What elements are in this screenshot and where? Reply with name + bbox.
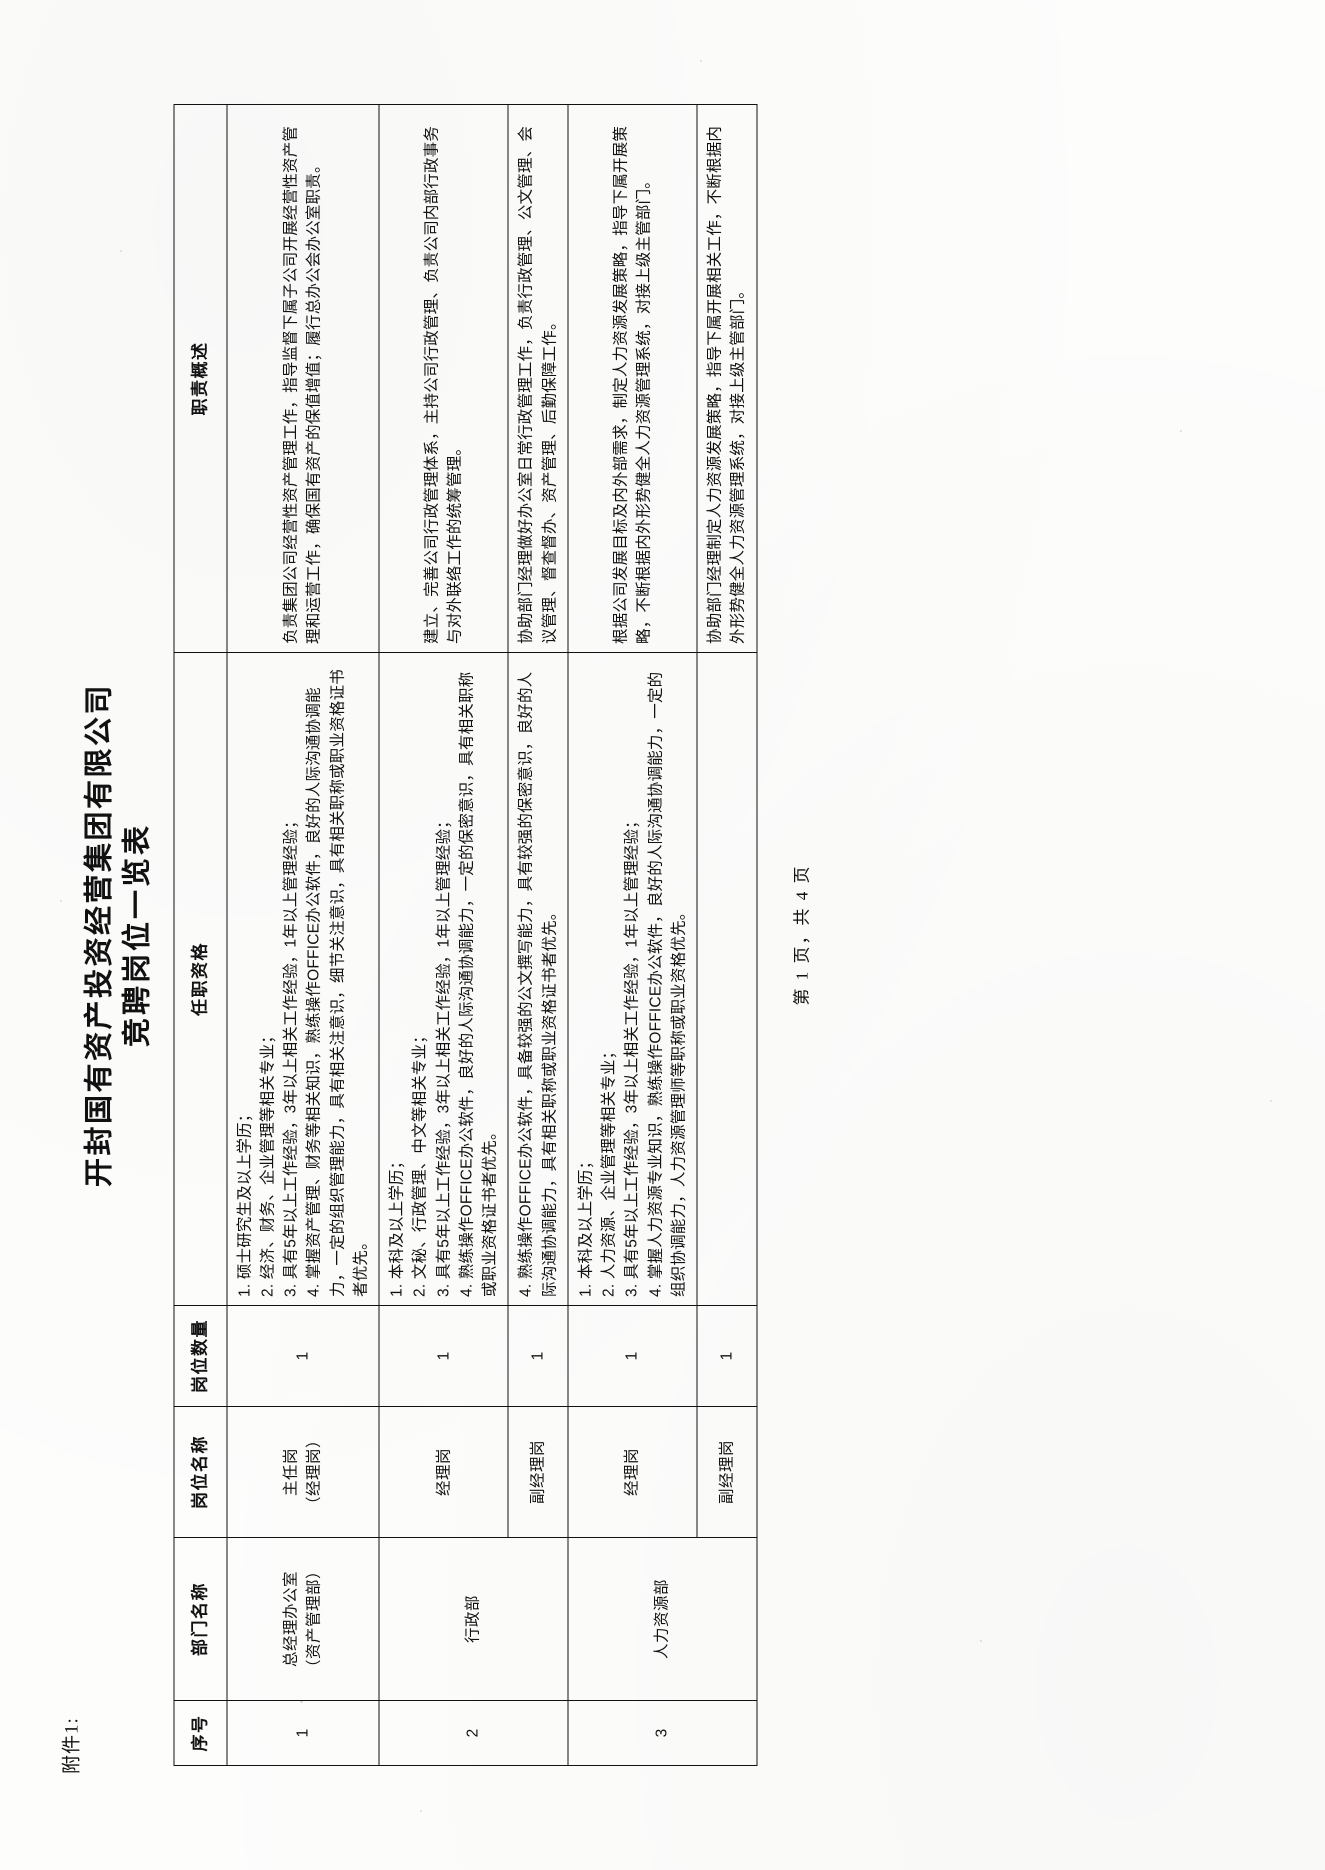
requirement-line: 2. 经济、财务、企业管理等相关专业； <box>258 1027 276 1297</box>
cell-position: 主任岗 （经理岗） <box>226 1406 379 1538</box>
page-footer: 第 1 页，共 4 页 <box>791 864 811 1006</box>
scan-speck <box>300 1700 303 1703</box>
requirement-line: 3. 具有5年以上工作经验，3年以上相关工作经验，1年以上管理经验； <box>623 813 641 1297</box>
requirement-line: 4. 熟练操作OFFICE办公软件，具备较强的公文撰写能力，具有较强的保密意识，… <box>517 671 558 1297</box>
competitive-positions-table: 序号 部门名称 岗位名称 岗位数量 任职资格 职责概述 1 总经理办公室 （资产管理… <box>173 104 757 1766</box>
col-header-position: 岗位名称 <box>173 1406 227 1538</box>
cell-quantity: 1 <box>378 1305 508 1407</box>
header-row: 序号 部门名称 岗位名称 岗位数量 任职资格 职责概述 <box>173 104 227 1766</box>
requirement-line: 4. 掌握资产管理、财务等相关知识，熟练操作OFFICE办公软件，良好的人际沟通… <box>305 668 369 1297</box>
table-row: 副经理岗 1 4. 熟练操作OFFICE办公软件，具备较强的公文撰写能力，具有较强的… <box>507 104 568 1766</box>
scan-speck <box>980 1640 982 1642</box>
requirement-line: 1. 本科及以上学历； <box>388 1153 406 1297</box>
requirement-line: 4. 熟练操作OFFICE办公软件，良好的人际沟通协调能力，一定的保密意识，具有… <box>457 671 499 1297</box>
cell-no: 2 <box>378 1700 568 1766</box>
requirement-line: 3. 具有5年以上工作经验，3年以上相关工作经验，1年以上管理经验； <box>282 813 300 1297</box>
cell-requirements: 1. 本科及以上学历； 2. 文秘、行政管理、中文等相关专业； 3. 具有5年以上工… <box>378 652 508 1306</box>
cell-no: 1 <box>226 1700 379 1766</box>
col-header-quantity: 岗位数量 <box>173 1305 227 1407</box>
cell-position: 经理岗 <box>378 1406 508 1538</box>
cell-quantity: 1 <box>226 1305 379 1407</box>
col-header-duties: 职责概述 <box>173 104 227 653</box>
cell-position: 副经理岗 <box>507 1406 568 1538</box>
requirement-line: 1. 本科及以上学历； <box>576 1153 594 1297</box>
cell-position: 副经理岗 <box>696 1406 757 1538</box>
cell-quantity: 1 <box>696 1305 757 1407</box>
col-header-no: 序号 <box>173 1700 227 1766</box>
cell-department: 总经理办公室 （资产管理部） <box>226 1537 379 1701</box>
requirement-line: 1. 硕士研究生及以上学历； <box>235 1106 253 1297</box>
scan-speck <box>420 1810 422 1812</box>
cell-department: 人力资源部 <box>567 1537 757 1701</box>
requirement-line: 4. 掌握人力资源专业知识，熟练操作OFFICE办公软件，良好的人际沟通协调能力… <box>646 671 687 1297</box>
attachment-label: 附件1: <box>61 1717 82 1774</box>
col-header-department: 部门名称 <box>173 1537 227 1701</box>
table-row: 副经理岗 1 协助部门经理制定人力资源发展策略，指导下属开展相关工作，不断根据内外形… <box>696 104 757 1766</box>
table-row: 1 总经理办公室 （资产管理部） 主任岗 （经理岗） 1 1. 硕士研究生及以上学历； 2. … <box>226 104 379 1766</box>
cell-requirements: 1. 硕士研究生及以上学历； 2. 经济、财务、企业管理等相关专业； 3. 具有5年… <box>226 652 379 1306</box>
cell-quantity: 1 <box>507 1305 568 1407</box>
cell-duties: 建立、完善公司行政管理体系，主持公司行政管理、负责公司内部行政事务与对外联络工作… <box>378 104 508 653</box>
table-header: 序号 部门名称 岗位名称 岗位数量 任职资格 职责概述 <box>173 104 227 1766</box>
requirement-line: 2. 文秘、行政管理、中文等相关专业； <box>411 1027 429 1297</box>
scan-speck <box>1270 1100 1272 1102</box>
scan-speck <box>120 250 122 252</box>
title-line-1: 开封国有资产投资经营集团有限公司 <box>83 683 115 1188</box>
cell-requirements <box>696 652 757 1306</box>
table-row: 2 行政部 经理岗 1 1. 本科及以上学历； 2. 文秘、行政管理、中文等相关专业； 3.… <box>378 104 568 1766</box>
cell-duties: 协助部门经理做好办公室日常行政管理工作，负责行政管理、公文管理、会议管理、督查督… <box>507 104 568 653</box>
requirement-line: 3. 具有5年以上工作经验，3年以上相关工作经验，1年以上管理经验； <box>434 813 452 1297</box>
cell-duties: 根据公司发展目标及内外部需求，制定人力资源发展策略，指导下属开展策略，不断根据内… <box>567 104 697 653</box>
cell-requirements: 4. 熟练操作OFFICE办公软件，具备较强的公文撰写能力，具有较强的保密意识，… <box>507 652 568 1306</box>
requirement-line: 2. 人力资源、企业管理等相关专业； <box>600 1043 618 1297</box>
cell-requirements: 1. 本科及以上学历； 2. 人力资源、企业管理等相关专业； 3. 具有5年以上工作… <box>567 652 697 1306</box>
title-line-2: 竞聘岗位一览表 <box>121 823 154 1048</box>
cell-quantity: 1 <box>567 1305 697 1407</box>
cell-duties: 协助部门经理制定人力资源发展策略，指导下属开展相关工作，不断根据内外形势健全人力… <box>696 104 757 653</box>
table-body: 1 总经理办公室 （资产管理部） 主任岗 （经理岗） 1 1. 硕士研究生及以上学历； 2. … <box>226 104 757 1766</box>
scan-speck <box>700 60 702 62</box>
cell-no: 3 <box>567 1700 757 1766</box>
cell-department: 行政部 <box>378 1537 568 1701</box>
col-header-requirements: 任职资格 <box>173 652 227 1306</box>
cell-duties: 负责集团公司经营性资产管理工作，指导监督下属子公司开展经营性资产管理和运营工作，… <box>226 104 379 653</box>
table-row: 3 人力资源部 经理岗 1 1. 本科及以上学历； 2. 人力资源、企业管理等相关专业； 3… <box>567 104 757 1766</box>
scan-speck <box>60 900 62 902</box>
cell-position: 经理岗 <box>567 1406 697 1538</box>
page-title: 开封国有资产投资经营集团有限公司 竞聘岗位一览表 <box>80 96 157 1774</box>
scan-speck <box>1180 430 1182 432</box>
